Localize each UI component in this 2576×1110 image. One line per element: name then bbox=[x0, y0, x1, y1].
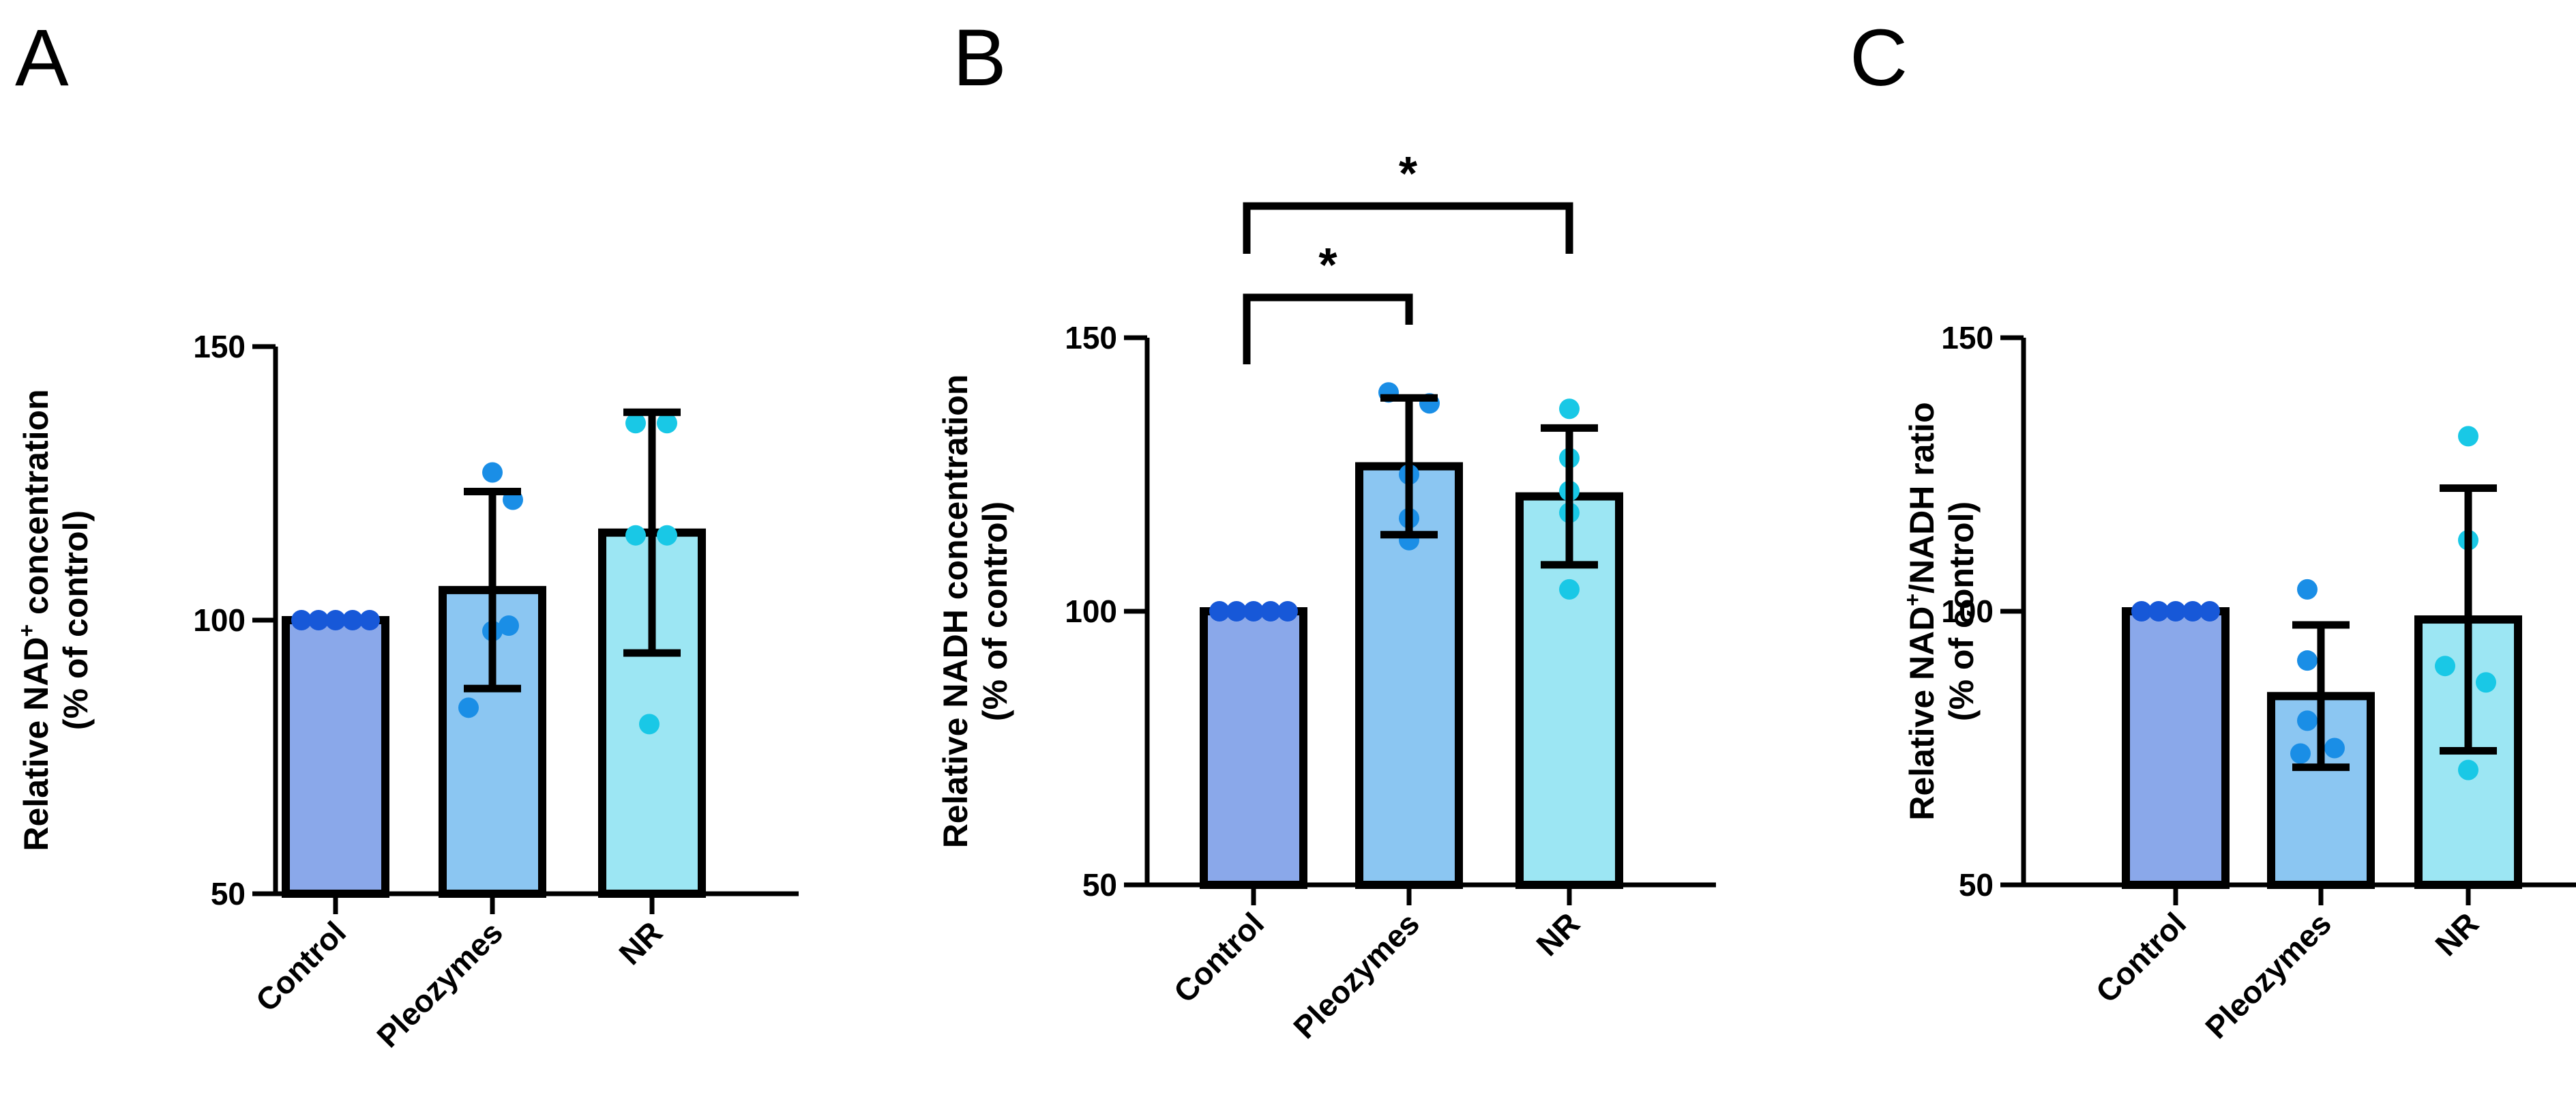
data-point bbox=[2148, 601, 2169, 622]
data-point bbox=[1277, 601, 1298, 622]
x-tick-label: NR bbox=[612, 914, 669, 972]
data-point bbox=[458, 697, 479, 718]
data-point bbox=[291, 610, 312, 630]
data-point bbox=[2458, 426, 2478, 447]
panel-c: C 50 100 150 Control Pleozymes NR Relative NAD… bbox=[1850, 13, 2576, 1045]
y-tick-label: 50 bbox=[1959, 867, 1994, 903]
panel-a: A 50 100 150 Control Pleozymes NR Relative NAD… bbox=[14, 13, 799, 1054]
x-tick-label: Pleozymes bbox=[1286, 905, 1426, 1045]
data-point bbox=[2297, 710, 2318, 731]
data-point bbox=[2290, 743, 2311, 764]
x-tick-label: NR bbox=[2428, 905, 2485, 963]
data-point bbox=[2182, 601, 2203, 622]
data-point bbox=[2458, 759, 2478, 780]
y-axis-title-superscript: + bbox=[14, 624, 39, 637]
y-tick-label: 150 bbox=[1065, 320, 1117, 355]
y-tick-label: 100 bbox=[1941, 594, 1994, 629]
data-point bbox=[2131, 601, 2152, 622]
data-point bbox=[1243, 601, 1264, 622]
y-axis-title-text: Relative NAD bbox=[17, 637, 55, 851]
x-tick-label: Control bbox=[2089, 905, 2193, 1009]
y-axis-title: Relative NAD+ concentration(% of control… bbox=[14, 389, 95, 851]
y-axis-title-text: concentration bbox=[17, 389, 55, 624]
y-axis-title-text: Relative NADH concentration bbox=[936, 375, 975, 849]
data-point bbox=[482, 462, 503, 483]
data-point bbox=[1260, 601, 1281, 622]
significance-bracket bbox=[1243, 202, 1573, 254]
data-point bbox=[625, 413, 646, 434]
y-axis-title: Relative NADH concentration(% of control… bbox=[936, 375, 1014, 849]
data-point bbox=[499, 615, 519, 637]
y-tick-label: 50 bbox=[211, 876, 246, 911]
data-point bbox=[1226, 601, 1247, 622]
data-point bbox=[1209, 601, 1230, 622]
data-point bbox=[625, 525, 646, 546]
data-point bbox=[2297, 579, 2318, 600]
data-point bbox=[2435, 656, 2455, 677]
bar-control bbox=[282, 616, 389, 898]
x-tick-label: NR bbox=[1529, 905, 1586, 963]
data-point bbox=[359, 610, 380, 630]
y-axis-title-line1: Relative NAD+/NADH ratio bbox=[1900, 402, 1941, 820]
y-tick-label: 50 bbox=[1082, 867, 1117, 903]
data-point bbox=[2324, 737, 2345, 759]
y-axis-title-text: Relative NAD bbox=[1903, 607, 1941, 821]
panel-b: B 50 100 150 Control Pleozymes NR Relative NAD… bbox=[936, 13, 1716, 1045]
data-point bbox=[342, 610, 363, 630]
x-tick-label: Control bbox=[249, 914, 353, 1018]
y-tick-label: 150 bbox=[193, 329, 246, 364]
x-tick-label: Pleozymes bbox=[2198, 905, 2338, 1045]
panel-letter-c: C bbox=[1850, 13, 1908, 103]
data-point bbox=[657, 525, 677, 546]
y-tick-label: 100 bbox=[193, 602, 246, 638]
panel-letter-b: B bbox=[953, 13, 1007, 103]
significance-star: * bbox=[1399, 147, 1418, 200]
data-point bbox=[2476, 672, 2496, 693]
y-axis-title: Relative NAD+/NADH ratio(% of control) bbox=[1900, 402, 1981, 820]
y-axis-title-line1: Relative NAD+ concentration bbox=[14, 389, 55, 851]
y-tick-label: 100 bbox=[1065, 594, 1117, 629]
x-tick-label: Pleozymes bbox=[370, 914, 509, 1054]
y-axis-title-line2: (% of control) bbox=[57, 510, 95, 730]
data-point bbox=[657, 413, 677, 434]
bar-control bbox=[2122, 607, 2230, 889]
data-point bbox=[308, 610, 329, 630]
data-point bbox=[1559, 398, 1580, 420]
data-point bbox=[2165, 601, 2186, 622]
data-point bbox=[2200, 601, 2220, 622]
y-axis-title-text: /NADH ratio bbox=[1903, 402, 1941, 594]
data-point bbox=[2297, 650, 2318, 671]
bar-control bbox=[1200, 607, 1307, 889]
y-tick-label: 150 bbox=[1941, 320, 1994, 355]
significance-star: * bbox=[1318, 238, 1337, 291]
panel-letter-a: A bbox=[15, 13, 69, 103]
data-point bbox=[639, 714, 660, 735]
y-axis-title-line2: (% of control) bbox=[976, 501, 1014, 721]
y-axis-title-line1: Relative NADH concentration bbox=[936, 375, 975, 849]
y-axis-title-superscript: + bbox=[1900, 594, 1925, 607]
significance-bracket bbox=[1243, 293, 1413, 364]
data-point bbox=[325, 610, 346, 630]
y-axis-title-line2: (% of control) bbox=[1942, 501, 1981, 721]
data-point bbox=[1559, 579, 1580, 600]
x-tick-label: Control bbox=[1167, 905, 1271, 1009]
